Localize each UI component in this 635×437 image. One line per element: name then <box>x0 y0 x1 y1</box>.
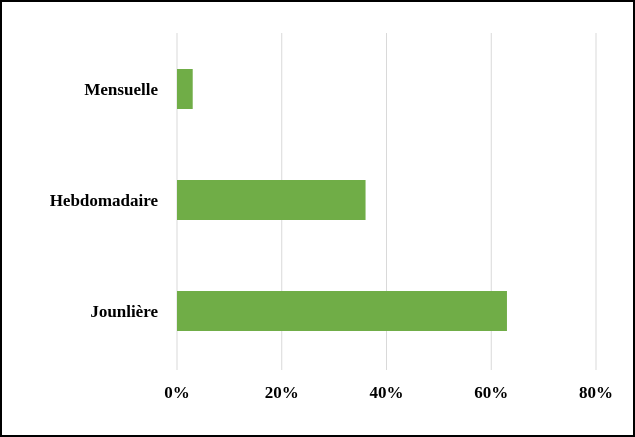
category-labels: Mensuelle Hebdomadaire Jounlière <box>50 80 159 321</box>
bar-hebdomadaire <box>177 180 366 220</box>
category-label-0: Mensuelle <box>84 80 158 99</box>
bars <box>177 69 507 331</box>
x-tick-label-4: 80% <box>579 383 613 402</box>
x-tick-label-1: 20% <box>265 383 299 402</box>
bar-jounlière <box>177 291 507 331</box>
category-label-1: Hebdomadaire <box>50 191 159 210</box>
x-tick-label-3: 60% <box>474 383 508 402</box>
x-tick-labels: 0% 20% 40% 60% 80% <box>164 383 613 402</box>
bar-mensuelle <box>177 69 193 109</box>
x-tick-label-0: 0% <box>164 383 190 402</box>
category-label-2: Jounlière <box>90 302 158 321</box>
x-tick-label-2: 40% <box>370 383 404 402</box>
